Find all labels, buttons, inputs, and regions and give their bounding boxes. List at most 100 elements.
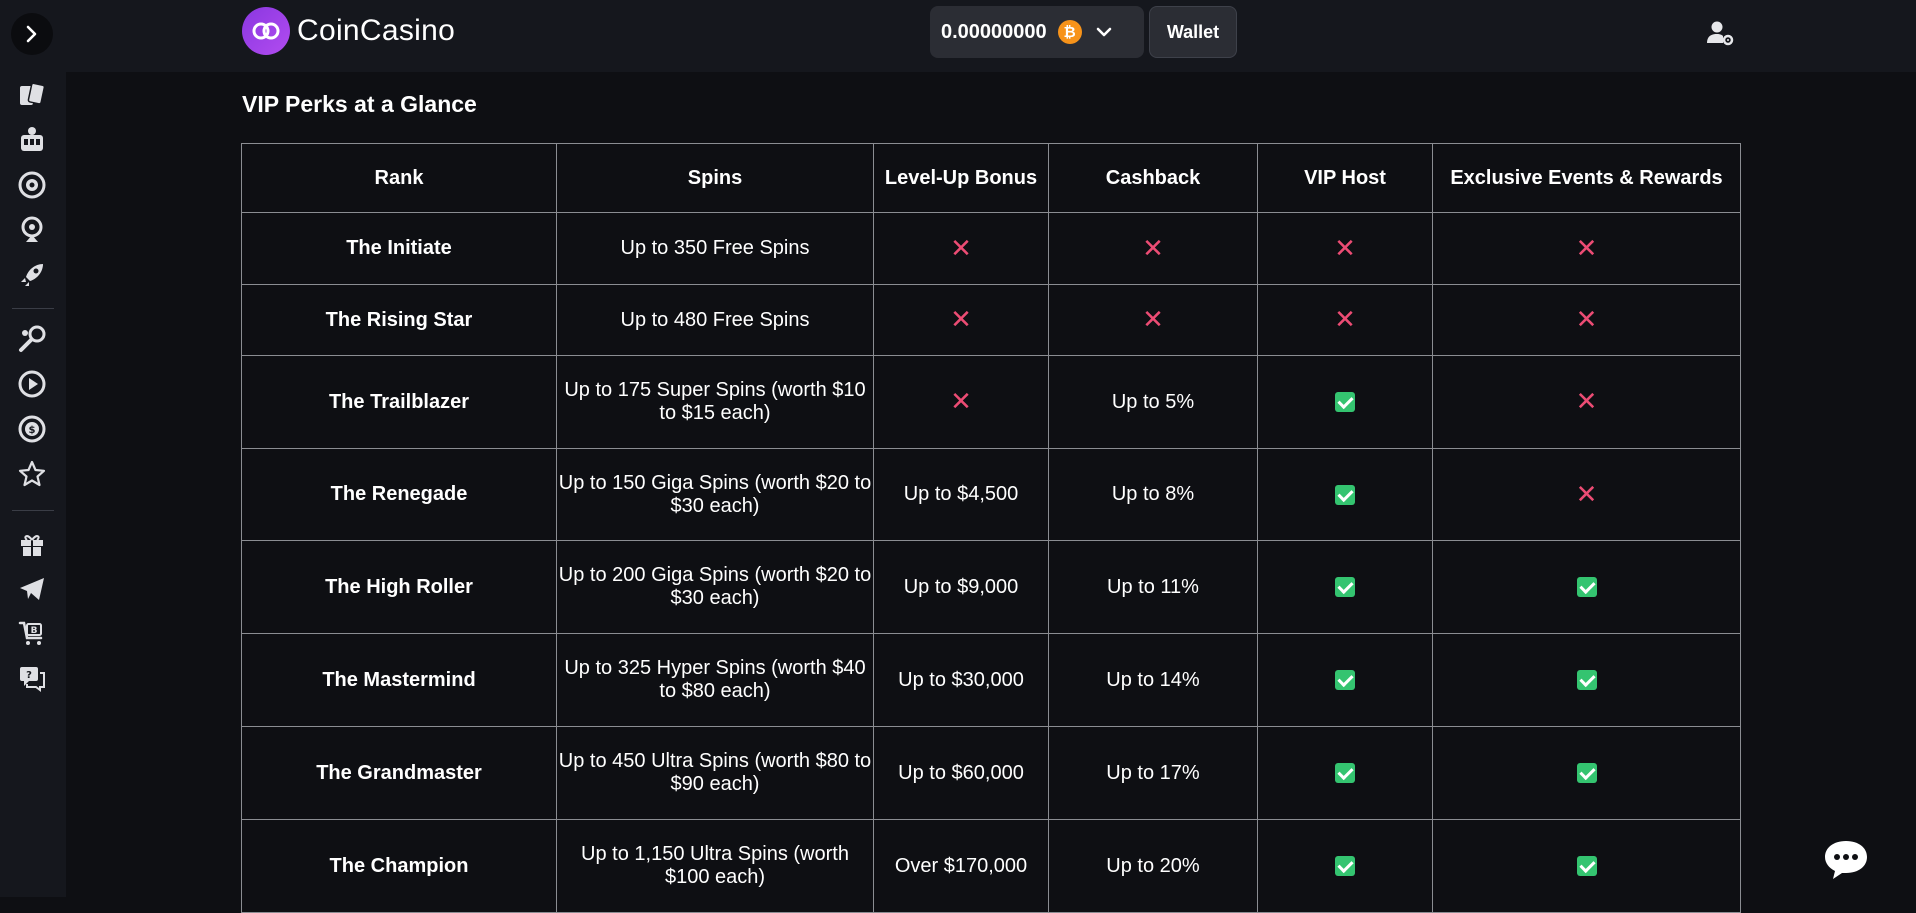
rank-cell: The Champion — [241, 819, 557, 913]
host-cell — [1257, 726, 1433, 820]
play-icon[interactable] — [15, 367, 49, 401]
gift-icon[interactable] — [15, 527, 49, 561]
bonus-cell: ✕ — [873, 212, 1049, 285]
rank-cell: The Trailblazer — [241, 355, 557, 449]
bonus-cell: Up to $9,000 — [873, 540, 1049, 634]
cashback-cell: Up to 5% — [1048, 355, 1258, 449]
sports-icon[interactable] — [15, 322, 49, 356]
slot-machine-icon[interactable] — [15, 123, 49, 157]
events-cell — [1432, 633, 1741, 727]
buy-crypto-icon[interactable]: B — [15, 616, 49, 650]
bonus-cell: Over $170,000 — [873, 819, 1049, 913]
bitcoin-icon: ₿ — [1057, 20, 1082, 44]
cashback-cell: ✕ — [1048, 284, 1258, 356]
brand-name: CoinCasino — [297, 14, 456, 47]
events-cell — [1432, 726, 1741, 820]
logo[interactable]: CoinCasino — [242, 7, 455, 55]
checkmark-icon — [1576, 856, 1597, 877]
balance-selector[interactable]: 0.00000000 ₿ — [930, 6, 1144, 58]
host-cell — [1257, 633, 1433, 727]
sidebar-divider — [12, 308, 54, 309]
host-cell: ✕ — [1257, 284, 1433, 356]
cross-icon: ✕ — [1334, 304, 1356, 334]
sidebar: $ B ? — [0, 0, 66, 897]
rank-cell: The High Roller — [241, 540, 557, 634]
table-row: The Trailblazer Up to 175 Super Spins (wo… — [241, 355, 1741, 449]
events-cell: ✕ — [1432, 284, 1741, 356]
coincasino-logo-icon — [242, 7, 290, 55]
cross-icon: ✕ — [1575, 478, 1598, 509]
wheel-icon[interactable] — [15, 213, 49, 247]
chevron-right-icon — [26, 25, 37, 43]
bonus-cell: Up to $4,500 — [873, 448, 1049, 541]
cross-icon: ✕ — [1575, 304, 1598, 334]
cashback-cell: Up to 20% — [1048, 819, 1258, 913]
column-header: Rank — [241, 143, 557, 213]
roulette-icon[interactable] — [15, 168, 49, 202]
cross-icon: ✕ — [950, 386, 972, 416]
host-cell — [1257, 355, 1433, 449]
rank-cell: The Grandmaster — [241, 726, 557, 820]
checkmark-icon — [1335, 577, 1355, 598]
cashback-cell: Up to 8% — [1048, 448, 1258, 541]
cashback-cell: Up to 14% — [1048, 633, 1258, 727]
cards-icon[interactable] — [15, 78, 49, 112]
host-cell — [1257, 819, 1433, 913]
rank-cell: The Mastermind — [241, 633, 557, 727]
svg-text:?: ? — [26, 670, 32, 681]
rank-cell: The Rising Star — [241, 284, 557, 356]
checkmark-icon — [1576, 577, 1597, 598]
events-cell — [1432, 540, 1741, 634]
cross-icon: ✕ — [1142, 304, 1164, 334]
table-body: The Initiate Up to 350 Free Spins ✕ ✕ ✕ ✕ The … — [241, 212, 1741, 913]
wallet-button[interactable]: Wallet — [1149, 6, 1237, 58]
checkmark-icon — [1335, 763, 1355, 784]
spins-cell: Up to 175 Super Spins (worth $10 to $15 … — [556, 355, 874, 449]
events-cell: ✕ — [1432, 448, 1741, 541]
page-title: VIP Perks at a Glance — [242, 91, 477, 117]
column-header: VIP Host — [1257, 143, 1433, 213]
rocket-icon[interactable] — [15, 258, 49, 292]
table-row: The Champion Up to 1,150 Ultra Spins (wor… — [241, 819, 1741, 913]
column-header: Level-Up Bonus — [873, 143, 1049, 213]
svg-text:B: B — [31, 626, 38, 636]
star-icon[interactable] — [15, 457, 49, 491]
bonus-cell: Up to $60,000 — [873, 726, 1049, 820]
checkmark-icon — [1335, 670, 1355, 691]
events-cell: ✕ — [1432, 355, 1741, 449]
checkmark-icon — [1335, 392, 1355, 413]
support-icon[interactable]: ? — [15, 661, 49, 695]
chevron-down-icon — [1096, 27, 1111, 37]
events-cell — [1432, 819, 1741, 913]
cashback-cell: Up to 17% — [1048, 726, 1258, 820]
rank-cell: The Initiate — [241, 212, 557, 285]
cross-icon: ✕ — [1334, 232, 1356, 263]
spins-cell: Up to 350 Free Spins — [556, 212, 874, 285]
table-row: The Renegade Up to 150 Giga Spins (worth … — [241, 448, 1741, 541]
rank-cell: The Renegade — [241, 448, 557, 541]
live-chat-button[interactable] — [1822, 838, 1870, 882]
host-cell: ✕ — [1257, 212, 1433, 285]
column-header: Spins — [556, 143, 874, 213]
host-cell — [1257, 448, 1433, 541]
account-settings-icon[interactable] — [1705, 18, 1735, 48]
bonus-cell: ✕ — [873, 284, 1049, 356]
events-cell: ✕ — [1432, 212, 1741, 285]
svg-text:$: $ — [29, 425, 36, 436]
column-header: Exclusive Events & Rewards — [1432, 143, 1741, 213]
sidebar-divider — [12, 510, 54, 511]
cross-icon: ✕ — [1575, 386, 1598, 416]
telegram-icon[interactable] — [15, 572, 49, 606]
checkmark-icon — [1335, 856, 1355, 877]
spins-cell: Up to 1,150 Ultra Spins (worth $100 each… — [556, 819, 874, 913]
coin-icon[interactable]: $ — [15, 412, 49, 446]
spins-cell: Up to 450 Ultra Spins (worth $80 to $90 … — [556, 726, 874, 820]
cross-icon: ✕ — [1142, 232, 1164, 263]
cross-icon: ✕ — [950, 304, 972, 334]
expand-sidebar-button[interactable] — [11, 13, 53, 55]
table-row: The Mastermind Up to 325 Hyper Spins (wor… — [241, 633, 1741, 727]
bonus-cell: Up to $30,000 — [873, 633, 1049, 727]
checkmark-icon — [1576, 763, 1597, 784]
cross-icon: ✕ — [1575, 232, 1598, 263]
table-row: The Initiate Up to 350 Free Spins ✕ ✕ ✕ ✕ — [241, 212, 1741, 285]
